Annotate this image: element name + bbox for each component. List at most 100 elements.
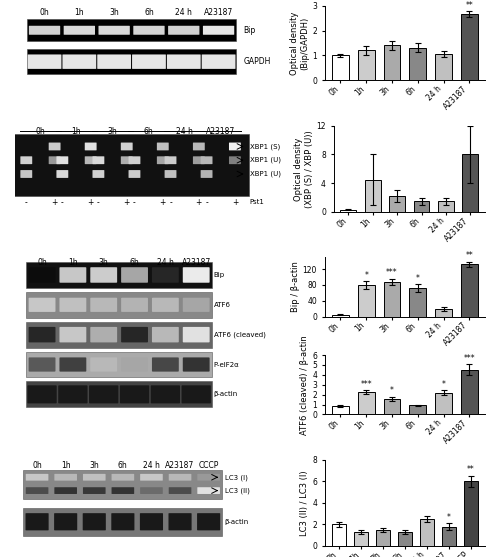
Text: XBP1 (S): XBP1 (S) bbox=[250, 143, 281, 150]
FancyBboxPatch shape bbox=[140, 513, 163, 530]
FancyBboxPatch shape bbox=[54, 487, 77, 494]
Text: 24 h: 24 h bbox=[143, 461, 160, 470]
FancyBboxPatch shape bbox=[197, 474, 220, 481]
FancyBboxPatch shape bbox=[165, 157, 176, 164]
Bar bbox=[365, 179, 381, 212]
Text: ***: *** bbox=[360, 379, 372, 388]
Text: -: - bbox=[61, 198, 64, 207]
FancyBboxPatch shape bbox=[49, 157, 61, 164]
Bar bbox=[358, 51, 374, 80]
Bar bbox=[463, 154, 478, 212]
FancyBboxPatch shape bbox=[59, 297, 86, 312]
Bar bbox=[384, 46, 400, 80]
Text: ATF6: ATF6 bbox=[214, 302, 231, 308]
FancyBboxPatch shape bbox=[27, 385, 57, 403]
FancyBboxPatch shape bbox=[121, 143, 133, 150]
Bar bbox=[341, 209, 356, 212]
Text: ***: *** bbox=[464, 354, 475, 363]
Text: 1h: 1h bbox=[68, 258, 78, 267]
Text: +: + bbox=[123, 198, 130, 207]
FancyBboxPatch shape bbox=[26, 487, 49, 494]
Bar bbox=[26, 262, 212, 288]
Text: 6h: 6h bbox=[130, 258, 140, 267]
Text: 1h: 1h bbox=[72, 126, 81, 136]
Y-axis label: Bip / β-actin: Bip / β-actin bbox=[291, 261, 300, 312]
FancyBboxPatch shape bbox=[197, 487, 220, 494]
FancyBboxPatch shape bbox=[98, 26, 130, 35]
FancyBboxPatch shape bbox=[21, 157, 32, 164]
Bar bbox=[464, 481, 478, 546]
Text: -: - bbox=[97, 198, 100, 207]
FancyBboxPatch shape bbox=[152, 327, 179, 343]
Text: +: + bbox=[51, 198, 58, 207]
Text: LC3 (II): LC3 (II) bbox=[225, 487, 250, 494]
FancyBboxPatch shape bbox=[64, 26, 95, 35]
Text: *: * bbox=[447, 512, 451, 521]
FancyBboxPatch shape bbox=[183, 327, 210, 343]
FancyBboxPatch shape bbox=[112, 487, 134, 494]
FancyBboxPatch shape bbox=[25, 513, 49, 530]
FancyBboxPatch shape bbox=[29, 26, 60, 35]
Text: Bip: Bip bbox=[214, 272, 225, 278]
Bar bbox=[410, 405, 426, 414]
FancyBboxPatch shape bbox=[200, 157, 213, 164]
Bar bbox=[12, 134, 249, 197]
FancyBboxPatch shape bbox=[181, 385, 211, 403]
FancyBboxPatch shape bbox=[169, 487, 192, 494]
Text: LC3 (I): LC3 (I) bbox=[225, 474, 247, 481]
FancyBboxPatch shape bbox=[54, 474, 77, 481]
Text: 6h: 6h bbox=[118, 461, 128, 470]
FancyBboxPatch shape bbox=[56, 170, 68, 178]
FancyBboxPatch shape bbox=[165, 170, 176, 178]
FancyBboxPatch shape bbox=[128, 170, 140, 178]
Text: -: - bbox=[169, 198, 172, 207]
Bar bbox=[435, 310, 452, 316]
Text: A23187: A23187 bbox=[204, 8, 233, 17]
Text: 0h: 0h bbox=[37, 258, 47, 267]
Bar bbox=[420, 519, 434, 546]
Y-axis label: Optical density
(XBP (S) / XBP (U)): Optical density (XBP (S) / XBP (U)) bbox=[294, 130, 314, 208]
FancyBboxPatch shape bbox=[85, 143, 97, 150]
FancyBboxPatch shape bbox=[90, 267, 117, 283]
FancyBboxPatch shape bbox=[59, 267, 86, 283]
Text: **: ** bbox=[466, 251, 473, 261]
FancyBboxPatch shape bbox=[152, 358, 179, 372]
Bar bbox=[26, 322, 212, 348]
Bar bbox=[26, 382, 212, 407]
Text: 3h: 3h bbox=[108, 126, 118, 136]
Bar bbox=[410, 288, 426, 316]
FancyBboxPatch shape bbox=[203, 26, 234, 35]
FancyBboxPatch shape bbox=[133, 26, 165, 35]
Text: -: - bbox=[25, 198, 27, 207]
Text: +: + bbox=[160, 198, 166, 207]
Text: -: - bbox=[133, 198, 136, 207]
FancyBboxPatch shape bbox=[151, 385, 180, 403]
Text: 0h: 0h bbox=[40, 8, 49, 17]
FancyBboxPatch shape bbox=[58, 385, 88, 403]
Text: **: ** bbox=[467, 465, 474, 474]
Text: 3h: 3h bbox=[99, 258, 109, 267]
Text: *: * bbox=[416, 274, 420, 283]
FancyBboxPatch shape bbox=[120, 385, 149, 403]
Text: 0h: 0h bbox=[32, 461, 42, 470]
Bar bbox=[27, 49, 236, 75]
FancyBboxPatch shape bbox=[83, 487, 105, 494]
Y-axis label: ATF6 (cleaved) / β-actin: ATF6 (cleaved) / β-actin bbox=[300, 335, 309, 434]
FancyBboxPatch shape bbox=[193, 157, 205, 164]
Text: Pst1: Pst1 bbox=[249, 199, 264, 206]
Text: *: * bbox=[441, 380, 445, 389]
Text: +: + bbox=[88, 198, 94, 207]
Bar bbox=[332, 315, 349, 316]
FancyBboxPatch shape bbox=[132, 55, 166, 69]
Text: 3h: 3h bbox=[109, 8, 119, 17]
Bar bbox=[435, 393, 452, 414]
Y-axis label: LC3 (II) / LC3 (I): LC3 (II) / LC3 (I) bbox=[300, 470, 309, 536]
Text: 3h: 3h bbox=[89, 461, 99, 470]
Text: -: - bbox=[205, 198, 208, 207]
Bar bbox=[354, 532, 368, 546]
Bar bbox=[438, 201, 454, 212]
Text: Bip: Bip bbox=[244, 26, 256, 35]
FancyBboxPatch shape bbox=[128, 157, 140, 164]
Bar bbox=[398, 532, 412, 546]
FancyBboxPatch shape bbox=[183, 297, 210, 312]
